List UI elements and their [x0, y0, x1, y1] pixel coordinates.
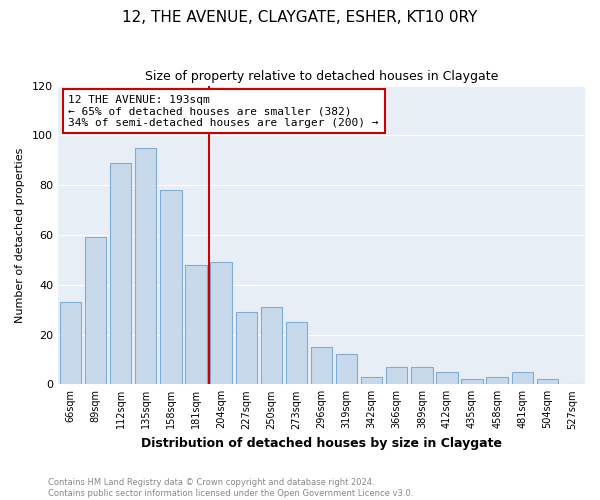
Y-axis label: Number of detached properties: Number of detached properties: [15, 147, 25, 322]
Bar: [487, 377, 508, 384]
Bar: [411, 367, 433, 384]
Bar: [110, 162, 131, 384]
X-axis label: Distribution of detached houses by size in Claygate: Distribution of detached houses by size …: [141, 437, 502, 450]
Bar: [60, 302, 81, 384]
Bar: [361, 377, 382, 384]
Bar: [311, 347, 332, 385]
Bar: [386, 367, 407, 384]
Title: Size of property relative to detached houses in Claygate: Size of property relative to detached ho…: [145, 70, 498, 83]
Bar: [461, 380, 483, 384]
Text: Contains HM Land Registry data © Crown copyright and database right 2024.
Contai: Contains HM Land Registry data © Crown c…: [48, 478, 413, 498]
Text: 12 THE AVENUE: 193sqm
← 65% of detached houses are smaller (382)
34% of semi-det: 12 THE AVENUE: 193sqm ← 65% of detached …: [68, 94, 379, 128]
Bar: [85, 238, 106, 384]
Bar: [336, 354, 357, 384]
Bar: [135, 148, 157, 384]
Bar: [512, 372, 533, 384]
Bar: [211, 262, 232, 384]
Bar: [436, 372, 458, 384]
Bar: [236, 312, 257, 384]
Bar: [536, 380, 558, 384]
Bar: [185, 265, 206, 384]
Bar: [286, 322, 307, 384]
Text: 12, THE AVENUE, CLAYGATE, ESHER, KT10 0RY: 12, THE AVENUE, CLAYGATE, ESHER, KT10 0R…: [122, 10, 478, 25]
Bar: [160, 190, 182, 384]
Bar: [260, 307, 282, 384]
